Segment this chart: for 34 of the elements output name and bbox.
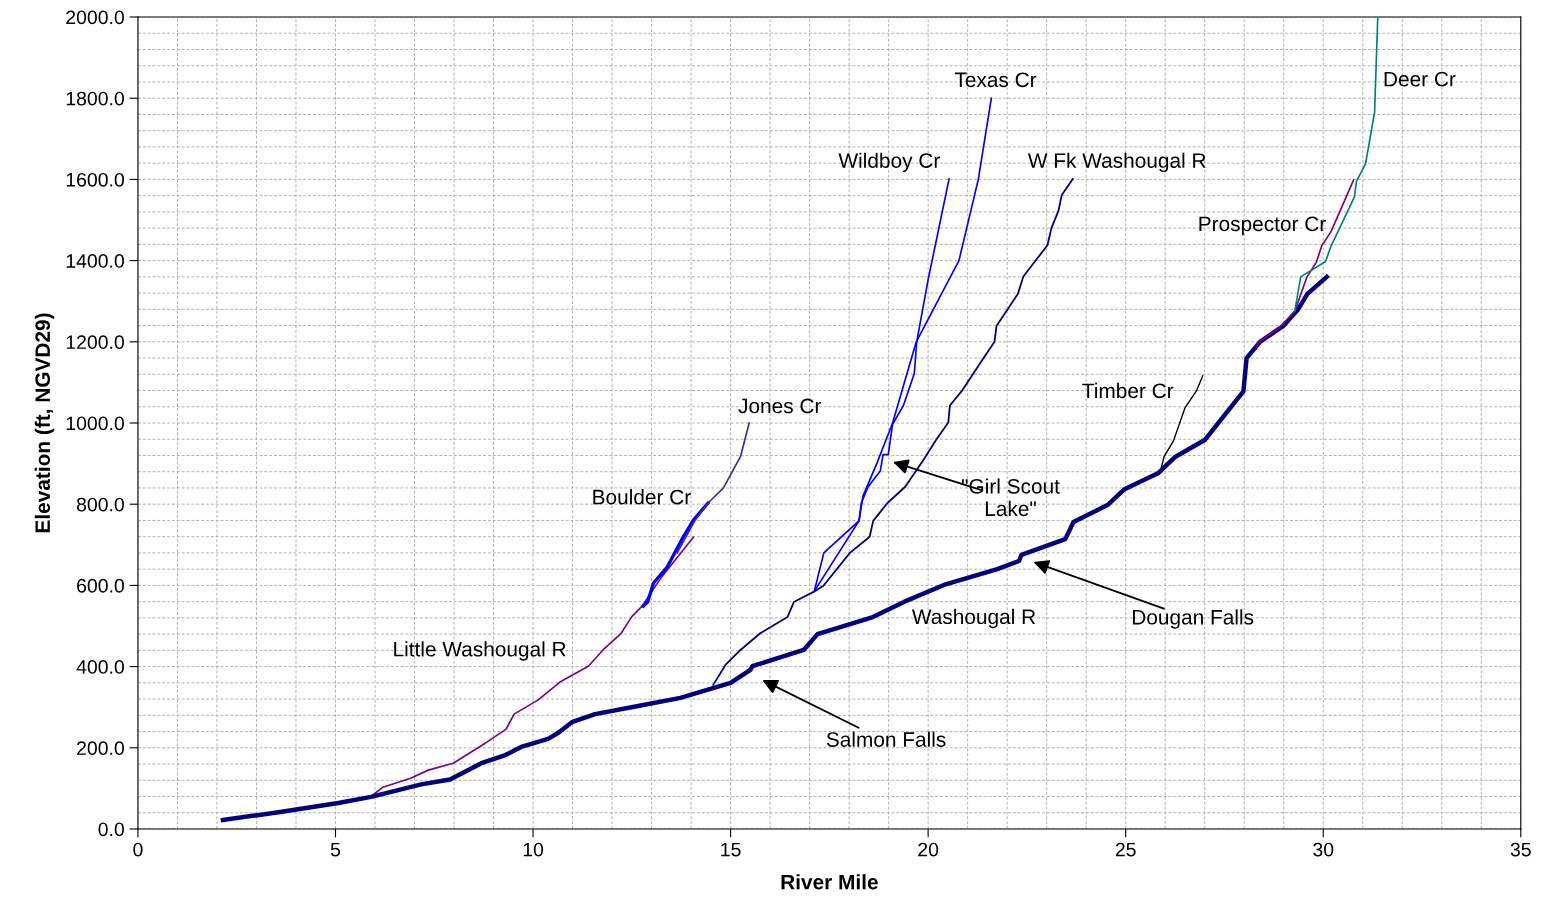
y-tick-label: 200.0 (77, 741, 124, 756)
x-tick-label: 0 (133, 842, 143, 857)
y-tick-label: 1600.0 (66, 172, 124, 187)
series-label: Prospector Cr (1199, 216, 1326, 236)
y-tick-label: 0.0 (98, 822, 124, 837)
x-tick-label: 5 (330, 842, 341, 857)
x-tick-label: 20 (918, 842, 939, 857)
y-tick-label: 1800.0 (66, 91, 124, 106)
x-tick-label: 35 (1510, 842, 1531, 857)
x-tick-label: 10 (523, 842, 544, 857)
annotation: Dougan Falls (1132, 609, 1254, 629)
x-tick-label: 25 (1115, 842, 1136, 857)
series-label: Timber Cr (1082, 382, 1174, 399)
x-tick-label: 30 (1313, 842, 1334, 857)
y-tick-label: 1400.0 (66, 254, 124, 268)
series-label: Wildboy Cr (838, 152, 940, 173)
y-tick-label: 1000.0 (66, 416, 124, 431)
annotation: Salmon Falls (826, 731, 946, 747)
series-label: Boulder Cr (593, 489, 691, 505)
y-tick-label: 2000.0 (66, 10, 124, 25)
y-tick-label: 800.0 (76, 497, 124, 512)
y-tick-label: 400.0 (76, 660, 124, 674)
y-tick-label: 1200.0 (66, 335, 124, 350)
series-label: W Fk Washougal R (1027, 152, 1206, 173)
series-label: Jones Cr (738, 398, 822, 414)
series-label: Deer Cr (1384, 71, 1456, 87)
series-label: Little Washougal R (394, 641, 566, 661)
x-axis-title: River Mile (781, 874, 878, 890)
y-tick-label: 600.0 (77, 578, 124, 593)
annotation: "Girl Scout Lake" (961, 478, 1060, 517)
series-label: Texas Cr (954, 72, 1037, 88)
series-label: Washougal R (911, 608, 1036, 629)
x-tick-label: 15 (721, 842, 741, 857)
y-axis-title: Elevation (ft, NGVD29) (34, 313, 55, 533)
